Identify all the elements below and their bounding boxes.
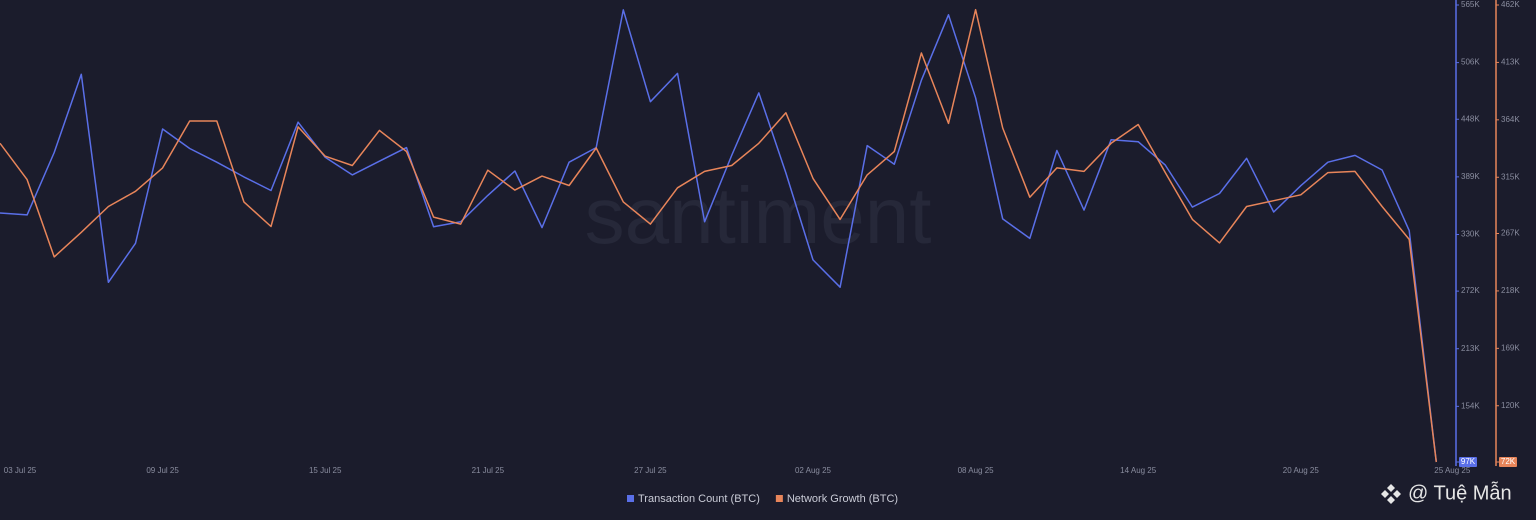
y-tick-label: 413K: [1501, 58, 1520, 67]
x-tick-label: 03 Jul 25: [4, 466, 37, 475]
y-tick-label: 330K: [1461, 230, 1480, 239]
series-line: [0, 9, 1438, 463]
legend-swatch: [775, 495, 783, 502]
y-tick-label: 267K: [1501, 229, 1520, 238]
y-tick-label: 506K: [1461, 58, 1480, 67]
y-tick-label: 364K: [1501, 115, 1520, 124]
y-tick-label: 120K: [1501, 401, 1520, 410]
value-badge: [1499, 457, 1517, 467]
credit: @ Tuệ Mẫn: [1408, 481, 1512, 504]
y-tick-label: 565K: [1461, 0, 1480, 9]
legend-label: Transaction Count (BTC): [638, 493, 760, 505]
y-tick-label: 389K: [1461, 172, 1480, 181]
y-tick-label: 272K: [1461, 286, 1480, 295]
series-line: [0, 8, 1438, 463]
x-tick-label: 25 Aug 25: [1434, 466, 1471, 475]
legend-swatch: [627, 495, 634, 502]
credit-icon: [1381, 484, 1401, 504]
y-tick-label: 154K: [1461, 401, 1480, 410]
x-tick-label: 14 Aug 25: [1120, 466, 1157, 475]
y-tick-label: 169K: [1501, 343, 1520, 352]
y-tick-label: 72K: [1501, 457, 1516, 466]
legend-label: Network Growth (BTC): [787, 493, 898, 505]
y-tick-label: 462K: [1501, 0, 1520, 9]
y-tick-label: 213K: [1461, 344, 1480, 353]
x-tick-label: 15 Jul 25: [309, 466, 342, 475]
x-tick-label: 27 Jul 25: [634, 466, 667, 475]
watermark: santiment: [585, 171, 932, 260]
y-tick-label: 315K: [1501, 172, 1520, 181]
x-tick-label: 08 Aug 25: [958, 466, 995, 475]
x-tick-label: 02 Aug 25: [795, 466, 832, 475]
x-tick-label: 09 Jul 25: [146, 466, 179, 475]
x-tick-label: 20 Aug 25: [1283, 466, 1320, 475]
x-tick-label: 21 Jul 25: [472, 466, 505, 475]
value-badge: [1459, 457, 1477, 467]
y-tick-label: 97K: [1461, 457, 1476, 466]
y-tick-label: 448K: [1461, 114, 1480, 123]
y-tick-label: 218K: [1501, 286, 1520, 295]
